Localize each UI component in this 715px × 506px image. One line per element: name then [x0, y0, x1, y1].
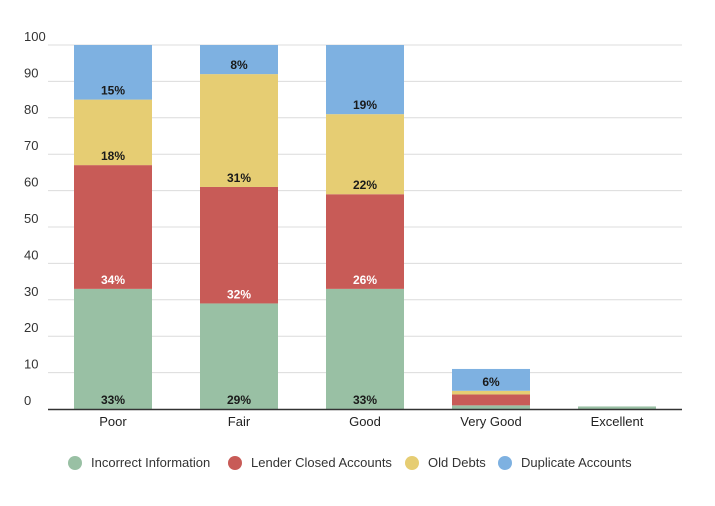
- data-label: 19%: [353, 98, 377, 112]
- bar-segment: [452, 405, 530, 409]
- bar-segment: [200, 74, 278, 187]
- bar-segment: [326, 45, 404, 115]
- data-label: 34%: [101, 273, 125, 287]
- legend-label: Incorrect Information: [91, 455, 210, 470]
- y-tick-label: 10: [24, 357, 38, 372]
- y-tick-label: 30: [24, 284, 38, 299]
- data-label: 33%: [101, 393, 125, 407]
- legend-swatch: [498, 456, 512, 470]
- data-label: 18%: [101, 149, 125, 163]
- x-tick-label: Fair: [228, 414, 251, 429]
- legend-swatch: [405, 456, 419, 470]
- y-tick-label: 90: [24, 65, 38, 80]
- y-tick-label: 50: [24, 211, 38, 226]
- bar-segment: [326, 288, 404, 409]
- legend-swatch: [68, 456, 82, 470]
- bar-segment: [74, 288, 152, 409]
- bar-segment: [326, 114, 404, 195]
- bar-segment: [74, 99, 152, 166]
- legend-item: Incorrect Information: [68, 455, 210, 470]
- legend-item: Lender Closed Accounts: [228, 455, 392, 470]
- legend-label: Duplicate Accounts: [521, 455, 632, 470]
- bar-segment: [326, 194, 404, 289]
- x-axis-labels: Poor Fair Good Very Good Excellent: [99, 414, 643, 429]
- data-label: 33%: [353, 393, 377, 407]
- bar-segment: [200, 186, 278, 304]
- bars: 33% 34% 18% 15% 29% 32% 31% 8% 33% 26% 22% 19% 6%: [74, 45, 656, 409]
- data-label: 31%: [227, 171, 251, 185]
- y-tick-label: 60: [24, 175, 38, 190]
- data-label: 22%: [353, 178, 377, 192]
- data-label: 8%: [230, 58, 248, 72]
- x-tick-label: Good: [349, 414, 381, 429]
- bar-segment: [452, 394, 530, 406]
- data-label: 29%: [227, 393, 251, 407]
- bar-segment: [452, 390, 530, 395]
- x-tick-label: Poor: [99, 414, 127, 429]
- data-label: 32%: [227, 287, 251, 301]
- data-label: 6%: [482, 375, 500, 389]
- x-tick-label: Excellent: [591, 414, 644, 429]
- x-tick-label: Very Good: [460, 414, 521, 429]
- y-tick-label: 80: [24, 102, 38, 117]
- bar-segment: [74, 165, 152, 289]
- y-tick-label: 20: [24, 320, 38, 335]
- bar-segment: [452, 368, 530, 391]
- legend-item: Duplicate Accounts: [498, 455, 632, 470]
- legend-item: Old Debts: [405, 455, 486, 470]
- bar-segment: [200, 303, 278, 409]
- legend-label: Lender Closed Accounts: [251, 455, 392, 470]
- y-tick-label: 100: [24, 29, 46, 44]
- y-axis-ticks: 0 10 20 30 40 50 60 70 80 90 100: [24, 29, 46, 408]
- y-tick-label: 70: [24, 138, 38, 153]
- y-tick-label: 40: [24, 247, 38, 262]
- data-label: 26%: [353, 273, 377, 287]
- legend: Incorrect Information Lender Closed Accou…: [68, 455, 632, 470]
- bar-segment: [200, 45, 278, 75]
- legend-label: Old Debts: [428, 455, 486, 470]
- data-label: 15%: [101, 84, 125, 98]
- bar-segment: [74, 45, 152, 100]
- legend-swatch: [228, 456, 242, 470]
- bar-segment: [578, 406, 656, 409]
- y-tick-label: 0: [24, 393, 31, 408]
